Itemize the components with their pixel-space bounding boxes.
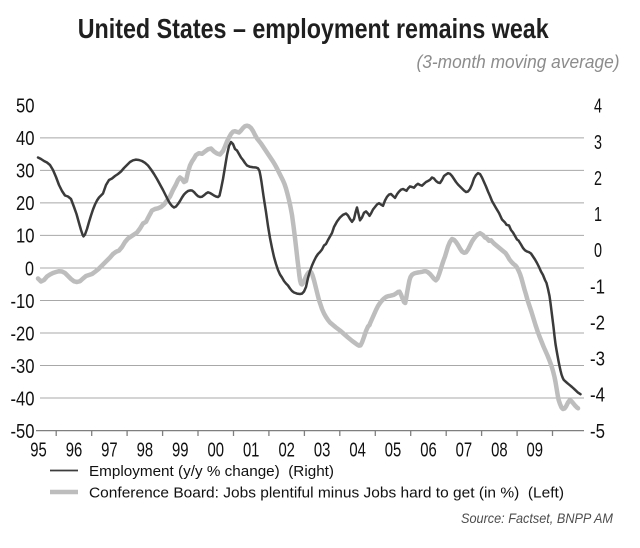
svg-text:Employment (y/y % change) (Ri: Employment (y/y % change) (Right)	[89, 464, 334, 480]
svg-text:10: 10	[16, 225, 35, 248]
svg-text:03: 03	[314, 438, 331, 461]
svg-text:0: 0	[594, 239, 602, 262]
svg-text:40: 40	[16, 127, 35, 150]
svg-text:-30: -30	[11, 355, 35, 378]
svg-text:-5: -5	[590, 420, 605, 443]
svg-text:2: 2	[594, 167, 602, 190]
svg-text:-2: -2	[590, 311, 605, 334]
svg-text:-1: -1	[590, 275, 605, 298]
svg-text:-20: -20	[11, 322, 35, 345]
svg-text:-3: -3	[590, 348, 605, 371]
svg-text:96: 96	[66, 438, 83, 461]
svg-text:00: 00	[208, 438, 225, 461]
svg-text:07: 07	[456, 438, 473, 461]
svg-text:Source: Factset, BNPP AM: Source: Factset, BNPP AM	[461, 510, 613, 526]
svg-text:4: 4	[594, 95, 602, 118]
svg-text:-4: -4	[590, 384, 605, 407]
svg-text:08: 08	[491, 438, 508, 461]
svg-text:-40: -40	[11, 387, 35, 410]
svg-text:05: 05	[385, 438, 402, 461]
svg-text:09: 09	[527, 438, 544, 461]
svg-text:01: 01	[243, 438, 260, 461]
svg-text:Conference Board: Jobs plentif: Conference Board: Jobs plentiful minus J…	[89, 486, 564, 502]
svg-text:04: 04	[349, 438, 366, 461]
svg-text:97: 97	[101, 438, 118, 461]
svg-text:20: 20	[16, 192, 35, 215]
svg-text:-10: -10	[11, 290, 35, 313]
svg-text:3: 3	[594, 131, 602, 154]
svg-text:98: 98	[137, 438, 154, 461]
svg-text:30: 30	[16, 160, 35, 183]
svg-text:0: 0	[25, 257, 34, 280]
svg-text:1: 1	[594, 203, 602, 226]
svg-text:99: 99	[172, 438, 189, 461]
svg-text:United States – employment rem: United States – employment remains weak	[78, 13, 550, 44]
svg-text:06: 06	[420, 438, 437, 461]
svg-text:95: 95	[30, 438, 47, 461]
svg-text:02: 02	[278, 438, 295, 461]
svg-text:-50: -50	[11, 420, 35, 443]
svg-text:(3-month moving average): (3-month moving average)	[417, 51, 620, 72]
svg-text:50: 50	[16, 95, 35, 118]
